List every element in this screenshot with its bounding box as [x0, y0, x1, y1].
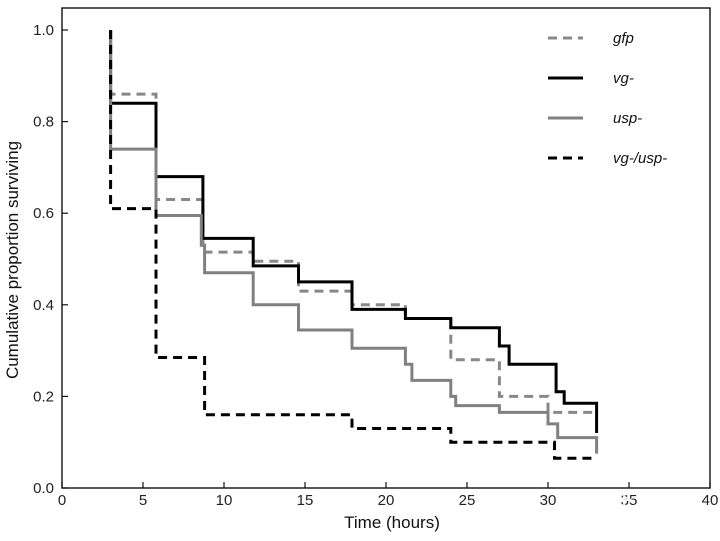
- x-tick-label: 10: [216, 492, 233, 509]
- legend-label: usp-: [613, 110, 642, 127]
- x-tick-label: 20: [378, 492, 395, 509]
- series-line-usp: [109, 30, 599, 454]
- x-tick-label: 30: [540, 492, 557, 509]
- y-tick-label: 0.4: [33, 297, 54, 314]
- x-axis-title: Time (hours): [344, 513, 440, 532]
- x-tick-label: 35: [621, 492, 638, 509]
- legend: gfp vg-usp-vg-/usp-: [548, 30, 667, 167]
- y-tick-label: 0.2: [33, 388, 54, 405]
- legend-label: vg-/usp-: [613, 150, 667, 167]
- x-tick-label: 40: [702, 492, 719, 509]
- x-tick-label: 15: [297, 492, 314, 509]
- watermark: 知乎 @若水: [600, 491, 685, 509]
- legend-label: vg-: [613, 70, 634, 87]
- y-axis: 0.0 0.2 0.4 0.6 0.8 1.0: [33, 22, 68, 497]
- legend-label: gfp: [613, 30, 634, 47]
- x-axis: 0 5 10 15 20 25 30 35 40: [58, 482, 719, 509]
- y-tick-label: 1.0: [33, 22, 54, 39]
- y-tick-label: 0.0: [33, 480, 54, 497]
- plot-frame: [61, 7, 711, 489]
- x-tick-label: 25: [459, 492, 476, 509]
- series-group: [109, 30, 599, 460]
- series-line-vg: [109, 30, 599, 433]
- y-tick-label: 0.6: [33, 205, 54, 222]
- y-axis-title: Cumulative proportion surviving: [3, 141, 22, 379]
- y-tick-label: 0.8: [33, 114, 54, 131]
- x-tick-label: 0: [58, 492, 66, 509]
- series-line-vg-usp: [109, 30, 597, 460]
- x-tick-label: 5: [139, 492, 147, 509]
